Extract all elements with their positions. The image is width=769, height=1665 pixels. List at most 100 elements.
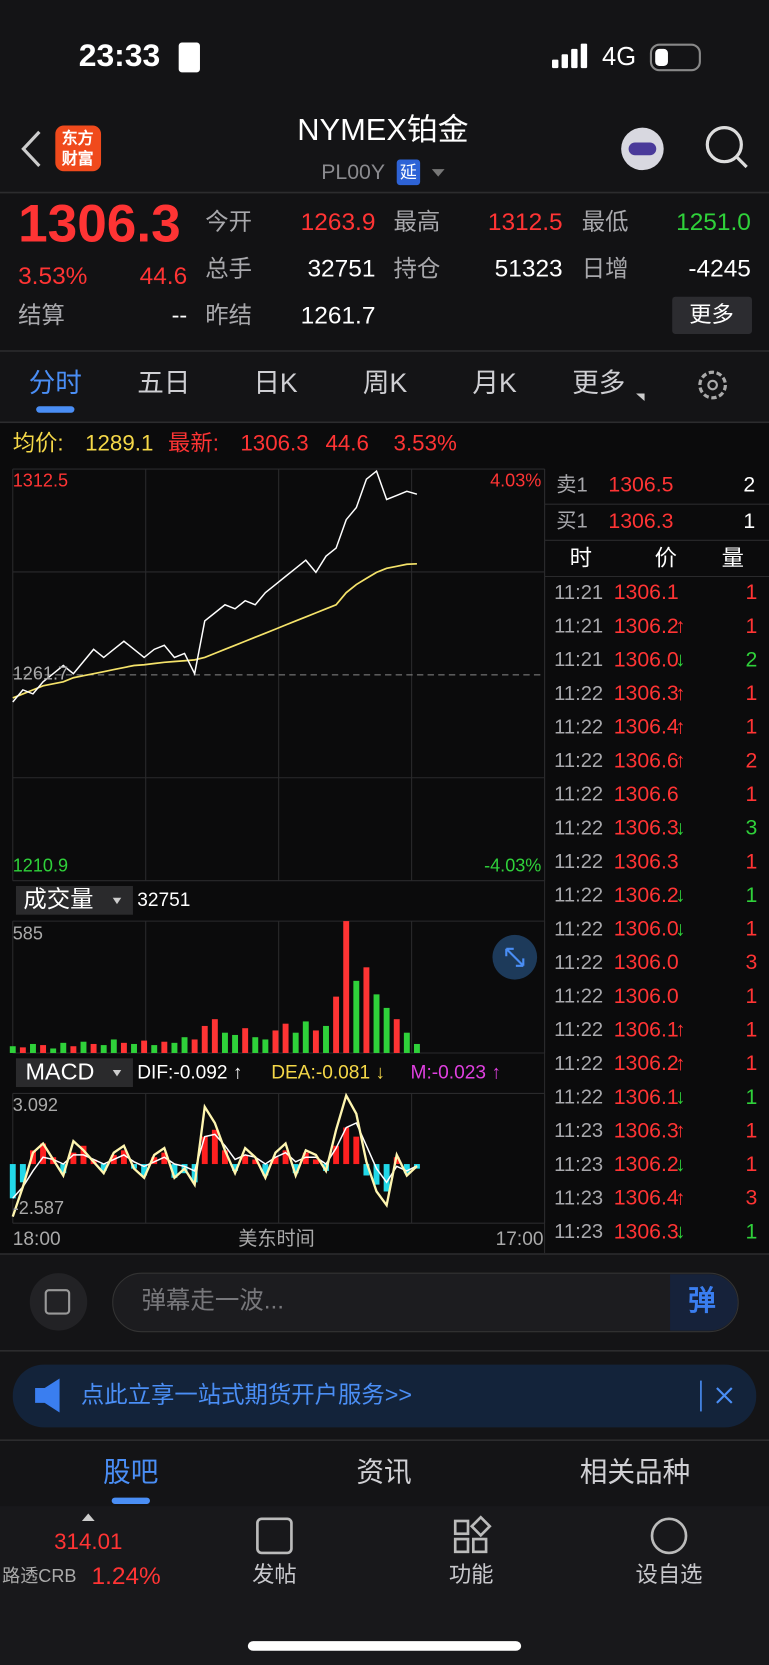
volume-selector[interactable] <box>15 886 133 915</box>
trade-arrow: ↓ <box>675 1086 685 1108</box>
macd-histogram-bar <box>211 1129 218 1165</box>
macd-histogram-bar <box>383 1164 390 1192</box>
dropdown-icon[interactable] <box>431 169 445 177</box>
volume-bar <box>232 1034 239 1053</box>
post-icon <box>256 1517 293 1555</box>
trade-price: 1306.3 <box>614 1118 679 1142</box>
trade-price: 1306.2 <box>614 1152 679 1176</box>
pct-min-label: -4.03% <box>484 856 541 876</box>
macd-histogram-bar <box>141 1164 148 1176</box>
trade-price: 1306.2 <box>614 883 679 907</box>
volume-bar <box>312 1030 319 1053</box>
chart-tabs: 分时 五日 日K 周K 月K 更多 <box>29 368 625 413</box>
collapse-icon[interactable] <box>81 1513 95 1521</box>
content-tab[interactable]: 相关品种 <box>580 1456 691 1487</box>
volume-bar <box>181 1037 188 1053</box>
more-button[interactable] <box>672 296 752 334</box>
trade-volume: 3 <box>745 1186 757 1210</box>
chart-tab[interactable]: 五日 <box>137 368 190 398</box>
settings-icon[interactable] <box>698 370 727 400</box>
chart-tab[interactable]: 日K <box>253 368 298 398</box>
x-middle-label: 美东时间 <box>238 1228 315 1250</box>
trade-volume: 1 <box>745 580 757 604</box>
logo-text: 东方 <box>62 129 94 148</box>
macd-histogram-bar <box>333 1145 340 1165</box>
trade-time: 11:22 <box>554 1019 603 1041</box>
comment-placeholder[interactable]: 弹幕走一波... <box>141 1286 284 1314</box>
danmaku-button-label[interactable]: 弹 <box>688 1285 716 1316</box>
x-end-label: 17:00 <box>496 1229 544 1250</box>
content-tab[interactable]: 资讯 <box>356 1456 411 1487</box>
macd-histogram-bar <box>262 1164 269 1176</box>
trade-arrow: ↓ <box>675 885 685 907</box>
banner-close[interactable] <box>716 1387 733 1404</box>
bid-price: 1306.3 <box>608 509 673 533</box>
trade-arrow: ↑ <box>675 615 685 637</box>
volume-bar <box>151 1045 158 1053</box>
search-icon[interactable] <box>705 126 743 164</box>
comment-input[interactable] <box>112 1272 739 1333</box>
field-value: -4245 <box>688 256 751 283</box>
volume-bar <box>252 1037 259 1053</box>
back-button[interactable] <box>21 130 41 168</box>
field-label: 最低 <box>582 209 629 235</box>
banner-text[interactable]: 点此立享一站式期货开户服务>> <box>81 1382 412 1408</box>
trade-arrow: ↑ <box>675 716 685 738</box>
trade-arrow: ↑ <box>675 683 685 705</box>
more-button-label[interactable]: 更多 <box>689 302 734 327</box>
avg-value: 1289.1 <box>85 431 153 456</box>
search-icon-handle <box>735 156 748 169</box>
trade-price: 1306.0 <box>614 950 679 974</box>
action-label[interactable]: 设自选 <box>636 1562 703 1587</box>
banner[interactable] <box>12 1364 757 1428</box>
macd-histogram-bar <box>120 1150 127 1165</box>
volume-bar <box>161 1041 168 1053</box>
volume-bar <box>292 1032 299 1053</box>
trade-time: 11:22 <box>554 1053 603 1075</box>
trade-volume: 1 <box>745 715 757 739</box>
chart-background <box>0 423 769 1255</box>
comment-icon-button[interactable] <box>29 1273 88 1331</box>
trade-price: 1306.1 <box>614 580 679 604</box>
column-header: 时 <box>570 545 592 570</box>
trade-time: 11:22 <box>554 784 603 806</box>
field-value: 51323 <box>495 256 563 283</box>
macd-label[interactable]: MACD <box>26 1058 95 1084</box>
trade-arrow: ↑ <box>675 1053 685 1075</box>
status-time: 23:33 <box>79 37 161 73</box>
last-change: 44.6 <box>325 431 368 456</box>
trade-volume: 1 <box>745 984 757 1008</box>
field-value: 32751 <box>307 256 375 283</box>
trade-price: 1306.0 <box>614 984 679 1008</box>
trade-time: 11:21 <box>554 649 603 671</box>
chart-tab[interactable]: 周K <box>363 368 408 398</box>
content-tab[interactable]: 股吧 <box>103 1456 158 1487</box>
danmaku-button[interactable] <box>670 1274 738 1331</box>
price: 1306.3 <box>18 195 181 254</box>
action-label[interactable]: 功能 <box>449 1562 494 1587</box>
volume-bar <box>302 1021 309 1053</box>
field-label: 总手 <box>205 255 252 281</box>
charts <box>9 468 546 1224</box>
chart-tab[interactable]: 更多 <box>572 368 625 398</box>
trade-arrow: ↑ <box>675 1187 685 1209</box>
trade-arrow: ↑ <box>675 1019 685 1041</box>
trade-price: 1306.0 <box>614 917 679 941</box>
trade-price: 1306.4 <box>614 1186 679 1210</box>
field-label: 昨结 <box>205 302 252 328</box>
trade-arrow: ↓ <box>675 817 685 839</box>
code: PL00Y <box>321 160 385 184</box>
chart-tab[interactable]: 分时 <box>29 368 82 398</box>
macd-selector[interactable] <box>15 1058 133 1088</box>
macd-histogram-bar <box>40 1143 47 1165</box>
macd-histogram-bar <box>70 1152 77 1165</box>
chart-tab[interactable]: 月K <box>472 368 517 398</box>
macd-histogram-bar <box>353 1136 360 1165</box>
action-label[interactable]: 发帖 <box>252 1562 297 1587</box>
badge-text: 延 <box>400 163 417 182</box>
volume-bar <box>393 1019 400 1053</box>
macd-histogram-bar <box>201 1136 208 1165</box>
trade-price: 1306.2 <box>614 614 679 638</box>
volume-label[interactable]: 成交量 <box>23 886 93 912</box>
